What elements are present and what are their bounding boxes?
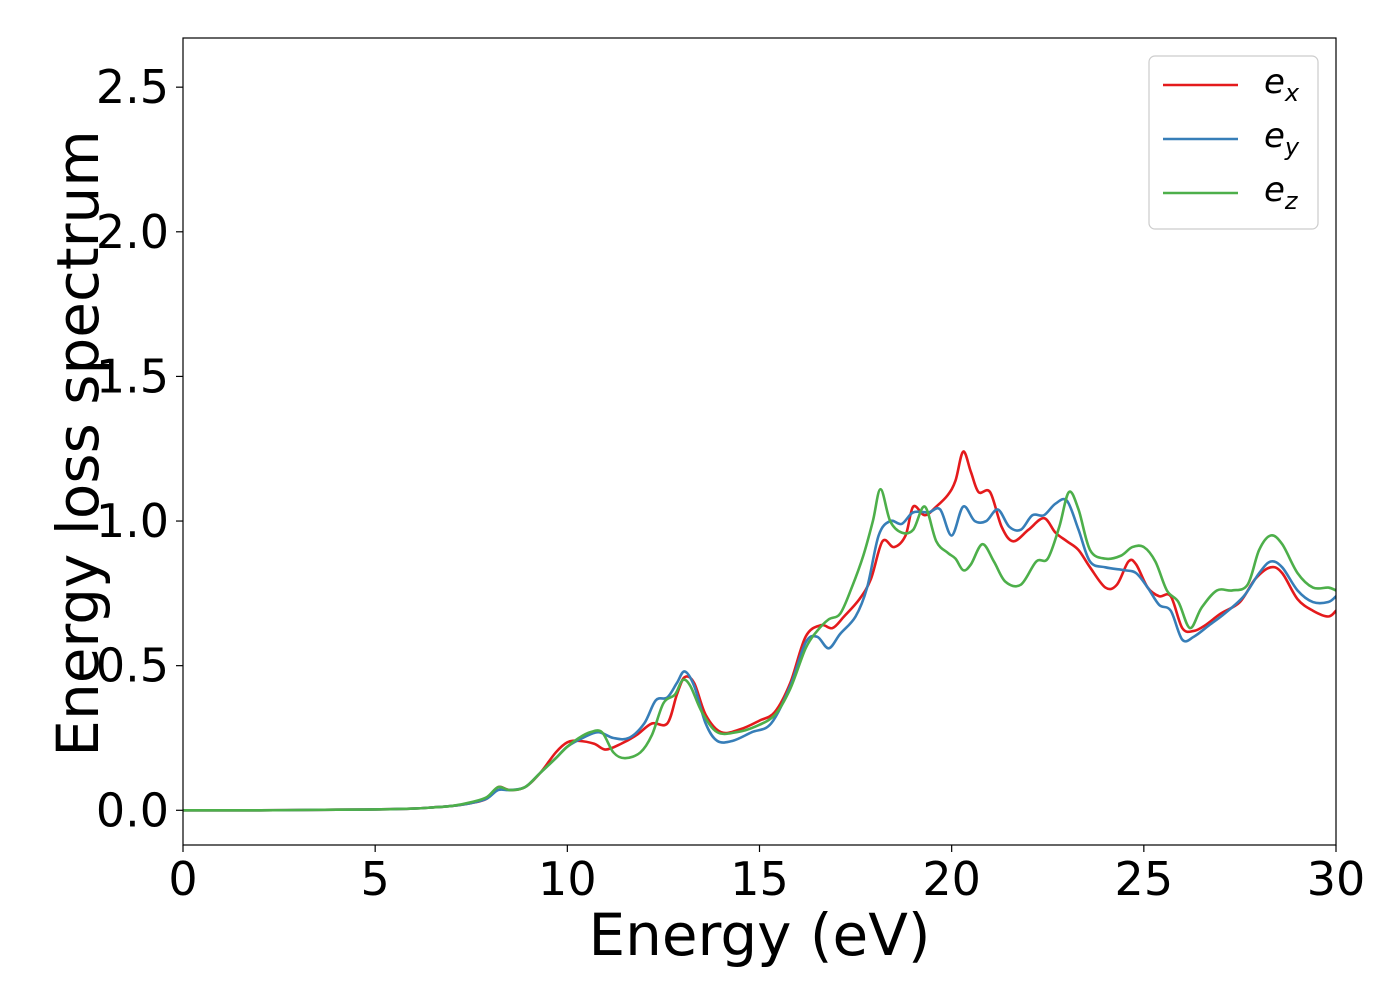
- x-axis-ticks: 0 5 10 15 20 25 30: [168, 845, 1365, 906]
- series-line-z: [183, 487, 1336, 812]
- series-line-x: [183, 450, 1336, 812]
- x-tick-label: 10: [538, 852, 597, 906]
- y-tick-label: 2.5: [96, 60, 169, 114]
- y-axis-label: Energy loss spectrum: [44, 130, 112, 756]
- x-axis-label: Energy (eV): [588, 901, 930, 969]
- y-tick-label: 1.5: [96, 349, 169, 403]
- y-tick-label: 0.5: [96, 639, 169, 693]
- y-tick-label: 1.0: [96, 494, 169, 548]
- legend: ex ey ez: [1148, 55, 1319, 230]
- legend-box: [1148, 55, 1319, 230]
- x-tick-label: 0: [168, 852, 197, 906]
- x-tick-label: 20: [922, 852, 981, 906]
- legend-label-x: ex: [1264, 62, 1300, 107]
- x-tick-label: 15: [730, 852, 789, 906]
- series-lines: [183, 450, 1336, 812]
- legend-label-y: ey: [1264, 116, 1300, 161]
- y-tick-label: 0.0: [96, 783, 169, 837]
- legend-label-z: ez: [1264, 170, 1299, 215]
- y-axis-ticks: 0.0 0.5 1.0 1.5 2.0 2.5: [96, 60, 183, 837]
- x-tick-label: 30: [1307, 852, 1366, 906]
- x-tick-label: 5: [361, 852, 390, 906]
- x-tick-label: 25: [1115, 852, 1174, 906]
- y-tick-label: 2.0: [96, 205, 169, 259]
- series-line-y: [183, 497, 1336, 812]
